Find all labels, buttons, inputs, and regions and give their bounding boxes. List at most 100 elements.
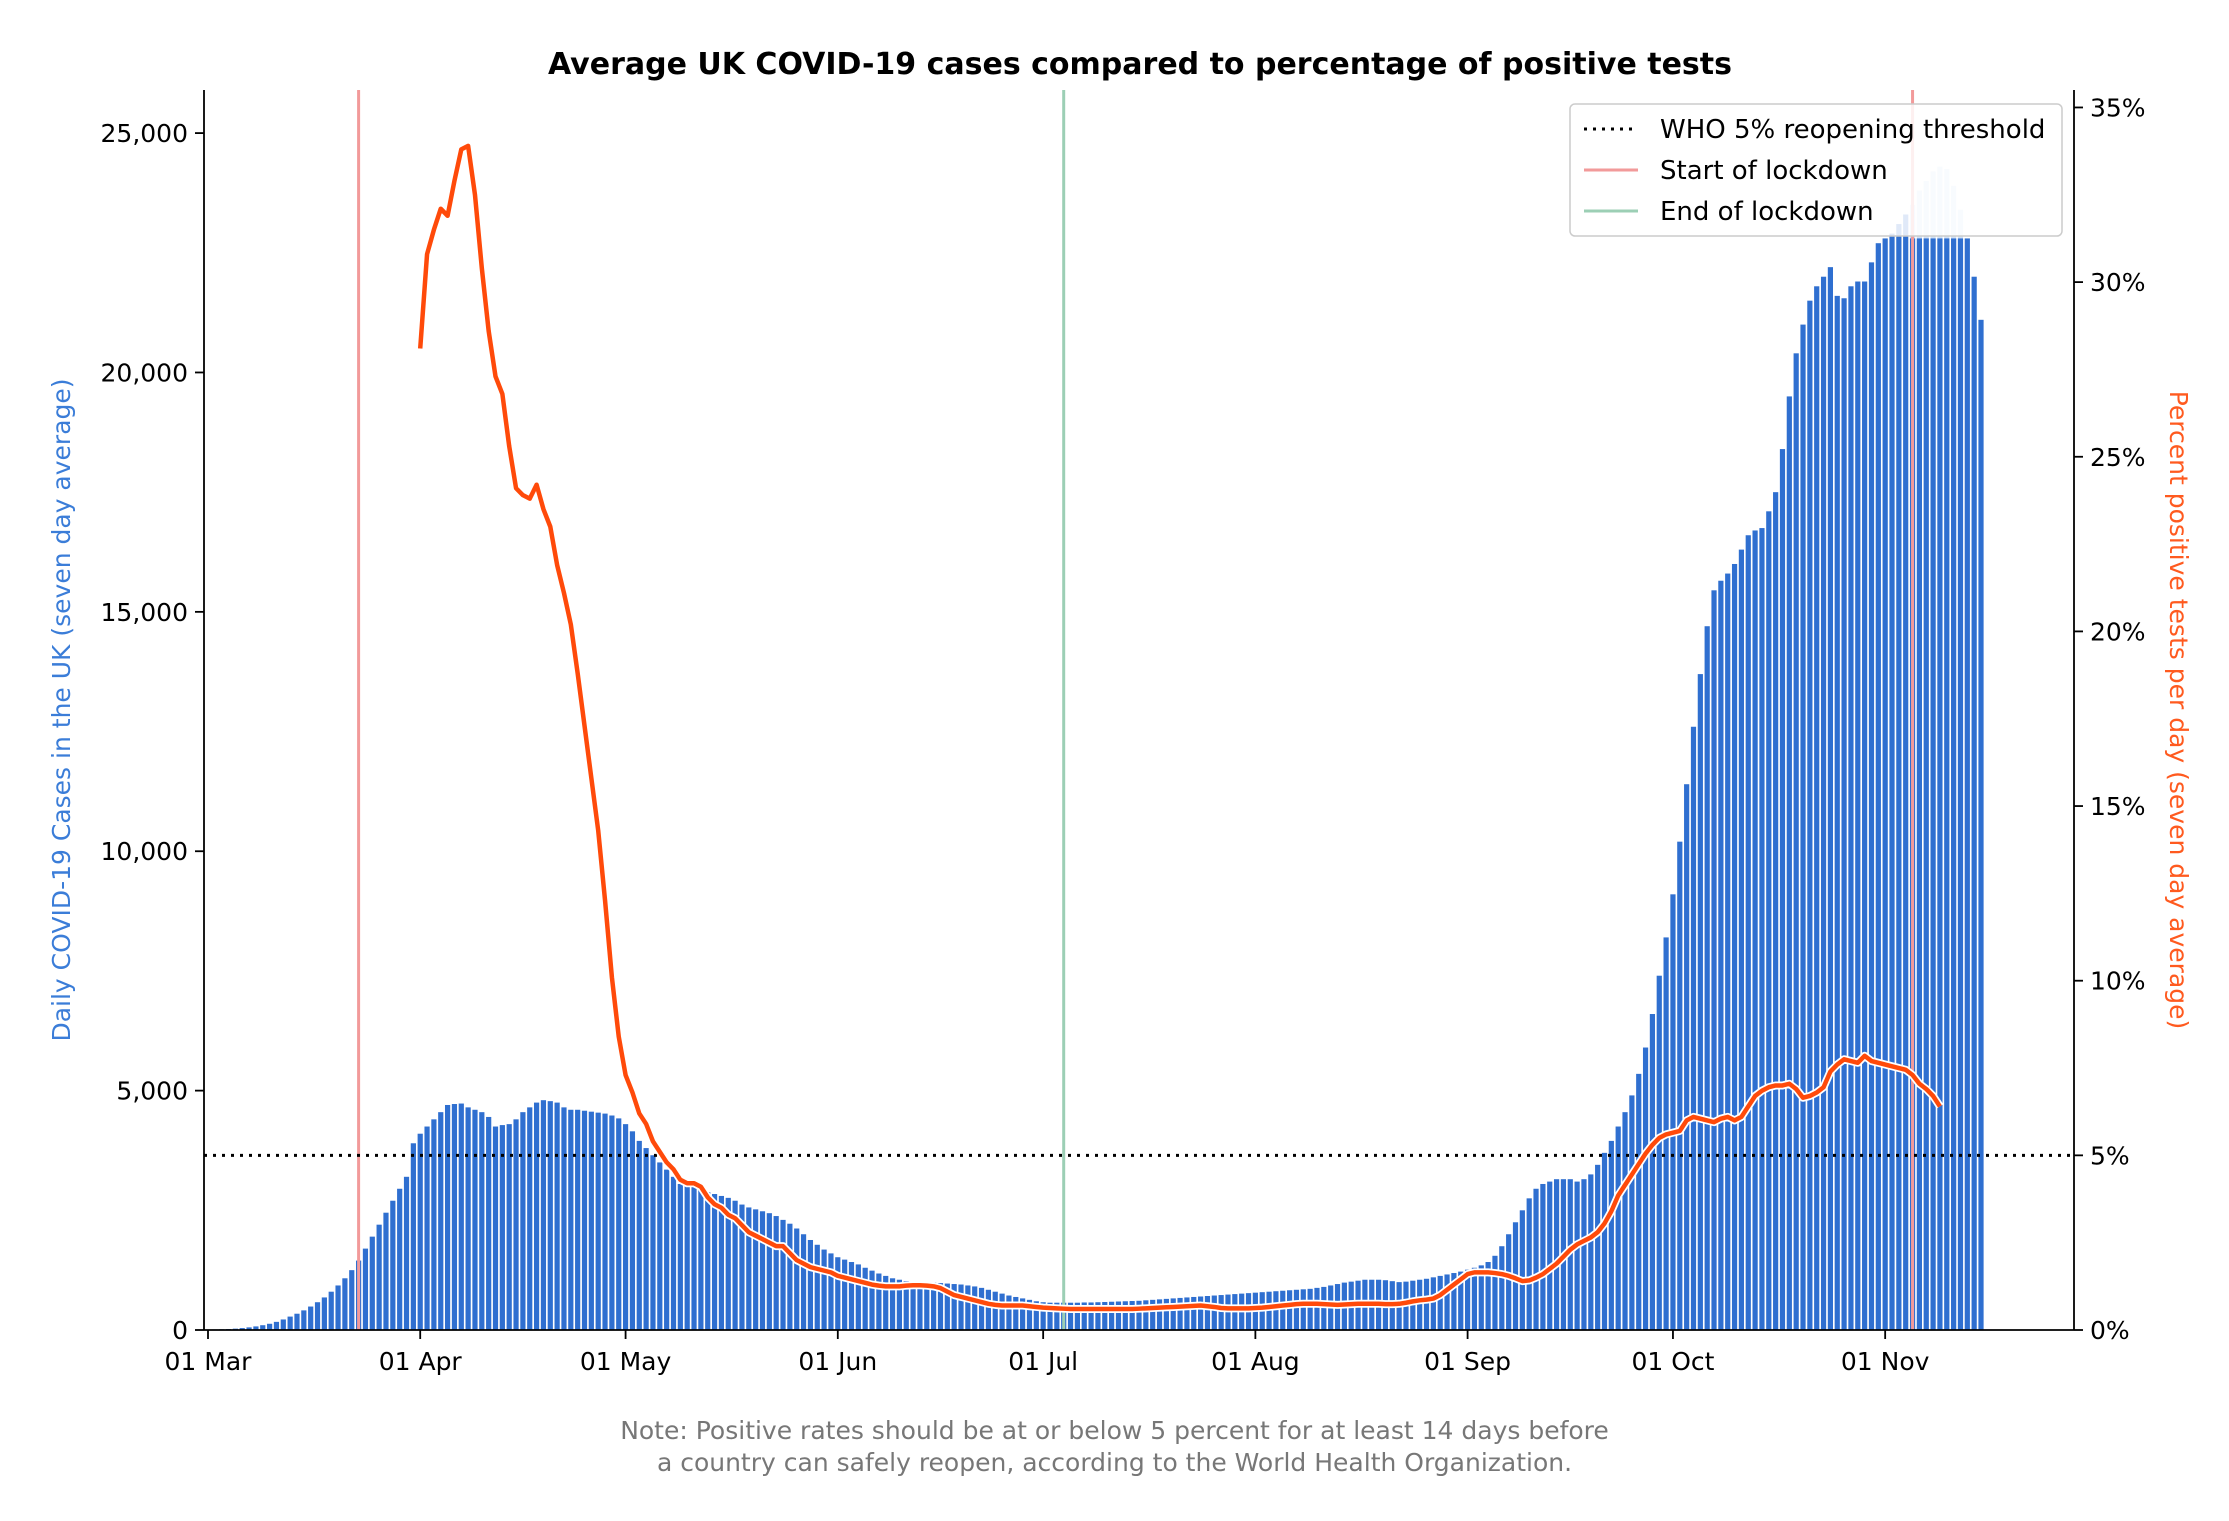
y-left-tick-label: 0 [172,1316,188,1345]
case-bar [486,1116,492,1330]
y-left-tick-label: 20,000 [101,358,188,387]
case-bar [800,1234,807,1330]
case-bar [1889,233,1895,1330]
case-bar [1122,1301,1128,1330]
x-tick-label: 01 Jun [798,1347,877,1376]
case-bar [1547,1181,1553,1330]
case-bar [568,1109,574,1330]
case-bar [889,1278,896,1330]
case-bar [602,1113,608,1330]
case-bar [1773,492,1779,1330]
case-bar [1608,1140,1614,1330]
case-bar [390,1200,396,1330]
case-bar [664,1169,670,1330]
case-bar [1506,1234,1512,1330]
case-bar [773,1216,779,1330]
case-bar [1211,1295,1217,1330]
case-bar [787,1223,793,1330]
case-bar [1752,530,1758,1330]
case-bar [424,1126,430,1330]
legend-label-lockdown-end: End of lockdown [1660,197,1874,227]
case-bar [342,1278,348,1330]
case-bar [520,1112,526,1330]
case-bar [554,1102,560,1330]
y-right-axis-label: Percent positive tests per day (seven da… [2164,391,2193,1030]
case-bar [1013,1296,1019,1330]
case-bar [335,1285,341,1330]
case-bar [533,1102,540,1330]
case-bar [403,1176,410,1330]
case-bar [1280,1290,1286,1330]
case-bar [1814,286,1820,1330]
case-bar [1485,1262,1491,1330]
case-bar [705,1192,711,1330]
case-bar [1067,1302,1074,1330]
case-bar [1971,276,1977,1331]
case-bar [1321,1286,1327,1330]
case-bar [1738,549,1745,1330]
case-bar [1150,1299,1156,1330]
case-bar [1471,1267,1478,1330]
case-bar [328,1291,334,1330]
case-bar [732,1200,738,1330]
case-bar [1615,1126,1621,1330]
case-bar [616,1118,622,1330]
case-bar [903,1281,909,1330]
case-bar [753,1209,759,1330]
case-bar [1287,1290,1293,1330]
case-bar [965,1285,971,1330]
case-bar [479,1112,485,1330]
case-bar [267,1323,273,1330]
case-bar [1903,214,1909,1331]
y-right-tick-label: 15% [2090,792,2146,821]
case-bar [397,1188,403,1330]
y-left-axis-label: Daily COVID-19 Cases in the UK (seven da… [47,378,76,1041]
case-bar [917,1282,923,1330]
case-bar [540,1100,547,1330]
case-bar [1759,528,1765,1330]
case-bar [260,1325,266,1330]
case-bar-overlap [1937,238,1943,1330]
case-bar [622,1124,629,1330]
case-bar [1156,1299,1163,1330]
axes [203,90,2075,1331]
case-bar [944,1283,950,1330]
case-bar [1170,1298,1176,1330]
case-bar [978,1287,985,1330]
case-bar [869,1270,875,1330]
x-tick-label: 01 Aug [1211,1347,1300,1376]
case-bar [410,1143,416,1330]
case-bar [1478,1265,1484,1330]
case-bar [636,1140,642,1330]
case-bar [780,1219,786,1330]
case-bar [821,1249,827,1330]
case-bar [1841,298,1847,1330]
case-bar [1855,281,1861,1330]
case-bar [1314,1287,1320,1330]
case-bar [1649,1014,1656,1330]
case-bar [725,1197,731,1330]
case-bar-overlap [1951,238,1957,1330]
y-right-ticks: 0% 5% 10% 15% 20% 25% 30% 35% [2074,93,2146,1345]
case-bar [1704,626,1710,1330]
case-bar [1882,238,1888,1330]
case-bar [1074,1302,1080,1330]
case-bar [301,1310,307,1330]
y-left-ticks: 0 5,000 10,000 15,000 20,000 25,000 [101,119,204,1345]
case-bar [417,1133,423,1330]
case-bar [1177,1297,1183,1330]
case-bar [1218,1295,1224,1330]
case-bar [1020,1298,1026,1330]
case-bar [1827,267,1833,1330]
case-bar [239,1328,245,1330]
case-bar [1307,1288,1313,1330]
case-bar [287,1316,293,1330]
case-bar [684,1186,690,1330]
case-bar [985,1289,991,1330]
case-bar [1725,573,1731,1330]
x-tick-label: 01 Mar [165,1347,253,1376]
case-bar [1862,281,1868,1330]
case-bar [1670,894,1676,1330]
y-right-tick-label: 25% [2090,443,2146,472]
case-bar [1136,1300,1142,1330]
